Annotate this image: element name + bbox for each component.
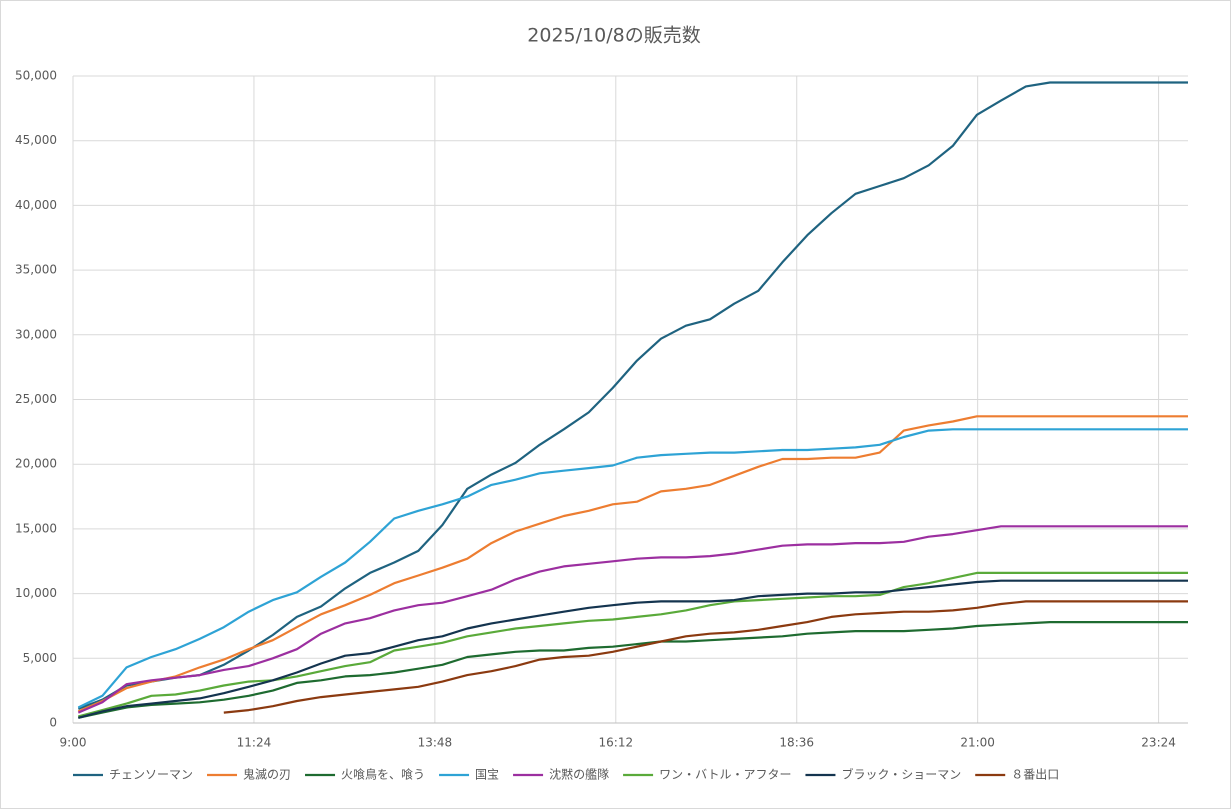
- y-tick-label: 35,000: [15, 263, 57, 277]
- y-tick-label: 30,000: [15, 327, 57, 341]
- y-tick-label: 15,000: [15, 521, 57, 535]
- y-tick-label: 50,000: [15, 69, 57, 83]
- y-tick-label: 5,000: [23, 651, 57, 665]
- legend-label: 沈黙の艦隊: [549, 767, 609, 782]
- legend-label: 鬼滅の刃: [243, 767, 291, 782]
- series-line: [77, 428, 1188, 709]
- y-tick-label: 25,000: [15, 392, 57, 406]
- series-line: [77, 415, 1188, 713]
- legend-label: 国宝: [475, 768, 499, 782]
- y-tick-label: 45,000: [15, 133, 57, 147]
- x-tick-label: 9:00: [60, 736, 87, 750]
- series-line: [223, 600, 1188, 714]
- y-tick-label: 40,000: [15, 198, 57, 212]
- chart-title: 2025/10/8の販売数: [527, 25, 700, 47]
- series-line: [77, 81, 1188, 710]
- x-tick-label: 21:00: [960, 736, 995, 750]
- series-line: [77, 525, 1188, 714]
- legend-label: 火喰鳥を、喰う: [341, 767, 425, 782]
- y-tick-label: 0: [49, 716, 57, 730]
- x-tick-label: 18:36: [779, 736, 814, 750]
- legend-label: ブラック・ショーマン: [841, 767, 961, 782]
- series-line: [78, 579, 1188, 719]
- series-line: [78, 571, 1188, 718]
- legend-label: チェンソーマン: [109, 768, 193, 782]
- legend-label: ワン・バトル・アフター: [659, 768, 791, 782]
- legend-label: ８番出口: [1011, 768, 1059, 782]
- y-tick-label: 10,000: [15, 586, 57, 600]
- y-tick-label: 20,000: [15, 457, 57, 471]
- series-line: [78, 621, 1188, 719]
- x-tick-label: 23:24: [1141, 736, 1176, 750]
- x-tick-label: 16:12: [599, 736, 634, 750]
- x-tick-label: 11:24: [237, 736, 272, 750]
- x-tick-label: 13:48: [418, 736, 453, 750]
